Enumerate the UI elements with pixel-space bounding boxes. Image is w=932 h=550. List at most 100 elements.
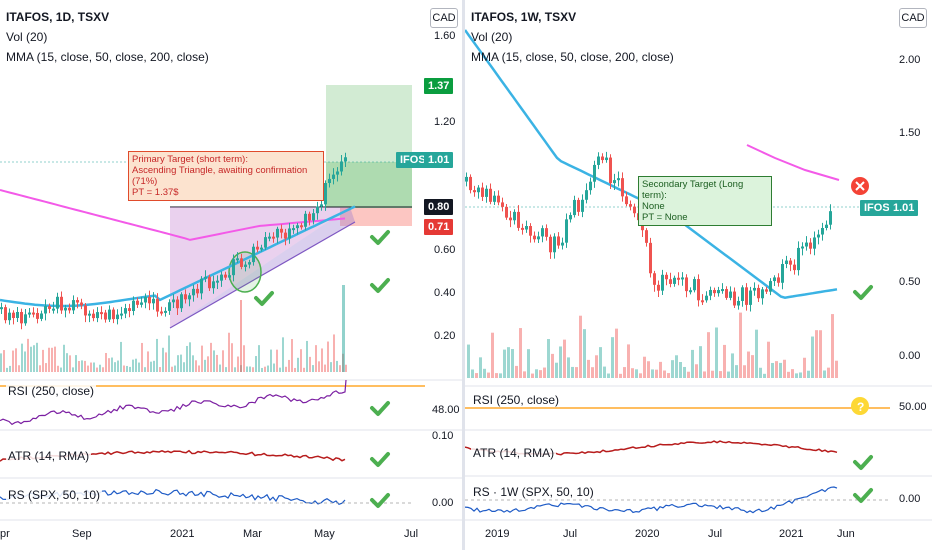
price-candle-body — [825, 224, 828, 228]
volume-bar — [42, 349, 44, 372]
weekly-chart-panel[interactable]: ? ITAFOS, 1W, TSXV Vol (20) MMA (15, clo… — [465, 0, 932, 550]
price-candle-body — [697, 279, 700, 301]
price-candle-body — [713, 289, 716, 294]
rsi-legend[interactable]: RSI (250, close) — [6, 384, 97, 398]
price-candle-body — [729, 291, 732, 298]
volume-bar — [471, 369, 474, 378]
volume-bar — [201, 345, 203, 372]
time-tick: 2021 — [779, 528, 804, 540]
price-candle-body — [20, 311, 23, 324]
volume-bar — [264, 366, 266, 372]
volume-bar — [129, 366, 131, 372]
price-candle-body — [160, 311, 163, 314]
volume-bar — [30, 346, 32, 372]
price-candle-body — [180, 294, 183, 309]
checkmark-icon — [370, 278, 390, 293]
price-candle-body — [256, 246, 259, 250]
volume-bar — [294, 367, 296, 372]
volume-bar — [551, 353, 554, 378]
price-candle-body — [200, 278, 203, 294]
price-candle-body — [717, 290, 720, 294]
mma-legend[interactable]: MMA (15, close, 50, close, 200, close) — [6, 50, 209, 64]
volume-bar — [639, 373, 642, 378]
weekly-chart-canvas[interactable]: ? — [465, 0, 932, 550]
price-tick: 1.20 — [434, 116, 456, 128]
price-candle-body — [268, 236, 271, 239]
volume-bar — [711, 370, 714, 378]
currency-button[interactable]: CAD — [899, 8, 927, 28]
price-candle-body — [549, 236, 552, 253]
price-candle-body — [272, 236, 275, 239]
ma50-line — [0, 205, 356, 308]
price-candle-body — [40, 313, 43, 319]
price-candle-body — [8, 312, 11, 321]
volume-legend[interactable]: Vol (20) — [471, 30, 513, 44]
volume-bar — [691, 349, 694, 378]
ma200-line — [746, 144, 840, 181]
rsi-legend[interactable]: RSI (250, close) — [471, 393, 562, 407]
secondary-target-note[interactable]: Secondary Target (Long term): None PT = … — [638, 176, 772, 226]
mma-legend[interactable]: MMA (15, close, 50, close, 200, close) — [471, 50, 674, 64]
rs-legend[interactable]: RS · 1W (SPX, 50, 10) — [471, 485, 596, 499]
volume-bar — [503, 349, 506, 378]
price-candle-body — [553, 236, 556, 253]
price-candle-body — [244, 264, 247, 267]
price-candle-body — [673, 277, 676, 284]
time-tick: Jul — [563, 528, 578, 540]
volume-bar — [282, 337, 284, 372]
price-candle-body — [84, 305, 87, 316]
volume-bar — [243, 345, 245, 372]
atr-value: 0.10 — [432, 430, 454, 442]
volume-bar — [246, 366, 248, 372]
price-candle-body — [232, 259, 235, 276]
volume-bar — [719, 371, 722, 378]
volume-bar — [168, 335, 170, 372]
volume-bar — [791, 369, 794, 378]
volume-bar — [3, 350, 5, 372]
volume-bar — [177, 355, 179, 372]
daily-chart-panel[interactable]: ITAFOS, 1D, TSXV Vol (20) MMA (15, close… — [0, 0, 462, 550]
volume-bar — [599, 347, 602, 378]
volume-bar — [795, 373, 798, 378]
rs-legend[interactable]: RS (SPX, 50, 10) — [6, 488, 103, 502]
price-candle-body — [236, 258, 239, 261]
volume-bar — [675, 355, 678, 378]
atr-legend[interactable]: ATR (14, RMA) — [471, 446, 557, 460]
volume-bar — [270, 349, 272, 372]
volume-bar — [315, 345, 317, 372]
volume-bar — [192, 355, 194, 372]
price-candle-body — [817, 234, 820, 238]
volume-bar — [595, 355, 598, 378]
volume-bar — [123, 365, 125, 372]
price-candle-body — [316, 206, 319, 214]
volume-bar — [787, 371, 790, 378]
volume-legend[interactable]: Vol (20) — [6, 30, 48, 44]
question-icon — [851, 397, 869, 415]
volume-bar — [487, 372, 490, 378]
volume-bar — [583, 329, 586, 378]
price-candle-body — [693, 279, 696, 291]
note-line: Ascending Triangle, awaiting confirmatio… — [132, 165, 308, 187]
price-candle-body — [597, 156, 600, 165]
volume-bar — [615, 328, 618, 378]
price-candle-body — [521, 227, 524, 230]
volume-bar — [222, 350, 224, 372]
price-candle-body — [320, 204, 323, 207]
volume-bar — [627, 344, 630, 378]
panel-divider[interactable] — [462, 0, 465, 550]
atr-legend[interactable]: ATR (14, RMA) — [6, 449, 92, 463]
volume-bar — [807, 370, 810, 378]
volume-bar — [318, 361, 320, 372]
primary-target-note[interactable]: Primary Target (short term): Ascending T… — [128, 151, 324, 201]
volume-bar — [126, 365, 128, 372]
price-candle-body — [116, 314, 119, 320]
volume-bar — [499, 373, 502, 378]
daily-chart-canvas[interactable] — [0, 0, 462, 550]
volume-bar — [231, 343, 233, 372]
currency-button[interactable]: CAD — [430, 8, 458, 28]
support-trendline — [169, 221, 356, 329]
price-candle-body — [665, 274, 668, 280]
volume-bar — [6, 367, 8, 372]
volume-bar — [567, 357, 570, 378]
price-candle-body — [485, 188, 488, 197]
